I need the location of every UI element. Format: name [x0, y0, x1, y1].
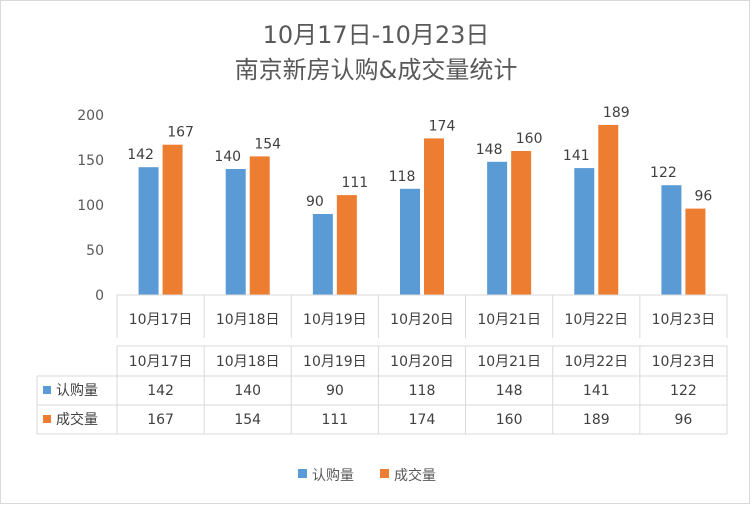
bar	[249, 156, 270, 295]
table-value-cell: 141	[583, 383, 610, 399]
data-label: 167	[167, 125, 194, 141]
table-value-cell: 160	[496, 412, 523, 428]
bar	[312, 214, 333, 295]
data-label: 141	[563, 148, 590, 164]
bar	[574, 168, 595, 295]
data-label: 142	[127, 147, 154, 163]
bar	[511, 151, 532, 295]
x-tick-label: 10月18日	[216, 312, 280, 328]
x-tick-label: 10月19日	[303, 312, 367, 328]
bar	[225, 169, 246, 295]
legend-swatch	[380, 469, 389, 478]
y-tick-label: 200	[77, 108, 104, 124]
table-series-swatch	[43, 386, 51, 394]
x-tick-label: 10月20日	[390, 312, 454, 328]
bar	[424, 138, 444, 295]
x-tick-label: 10月21日	[477, 312, 541, 328]
chart-subtitle: 南京新房认购&成交量统计	[235, 56, 518, 84]
bar	[661, 185, 682, 295]
legend: 认购量 成交量	[298, 467, 436, 484]
x-axis: 10月17日 10月18日 10月19日 10月20日 10月21日 10月22日 10月2…	[116, 294, 728, 338]
x-tick-label: 10月23日	[652, 312, 716, 328]
data-label: 90	[306, 194, 324, 210]
table-value-cell: 118	[409, 383, 436, 399]
y-tick-label: 0	[95, 288, 104, 304]
table-value-cell: 142	[147, 383, 174, 399]
chart-title: 10月17日-10月23日	[263, 21, 490, 49]
table-value-cell: 122	[670, 383, 697, 399]
data-label: 148	[476, 142, 503, 158]
data-label: 122	[650, 165, 677, 181]
table-series-name: 认购量	[56, 383, 98, 399]
data-label: 189	[603, 105, 630, 121]
table-value-cell: 167	[147, 412, 174, 428]
table-header-cell: 10月19日	[303, 354, 367, 370]
table-header-cell: 10月23日	[652, 354, 716, 370]
legend-swatch	[298, 469, 307, 478]
table-series-name: 成交量	[56, 411, 98, 428]
y-axis: 0 50 100 150 200	[77, 108, 104, 304]
legend-label: 认购量	[312, 468, 354, 484]
data-label: 96	[695, 189, 713, 205]
table-value-cell: 140	[234, 383, 261, 399]
y-tick-label: 150	[77, 153, 104, 169]
table-value-cell: 111	[321, 412, 348, 428]
bar	[685, 208, 706, 295]
table-value-cell: 96	[675, 412, 693, 428]
bar	[400, 188, 420, 295]
data-label: 118	[389, 169, 416, 185]
table-header-cell: 10月20日	[390, 354, 454, 370]
bars: 142 167 140 154 90 111 118 174 148 160 141 189 122 96	[127, 105, 713, 296]
bar	[336, 195, 357, 295]
data-label: 111	[341, 175, 368, 191]
data-label: 174	[429, 118, 456, 134]
bar	[598, 124, 619, 296]
table-series-swatch	[43, 415, 51, 423]
bar	[138, 167, 159, 295]
table-value-cell: 90	[326, 383, 344, 399]
table-value-cell: 189	[583, 412, 610, 428]
data-label: 140	[214, 149, 241, 165]
legend-label: 成交量	[394, 467, 436, 484]
table-header-cell: 10月21日	[477, 354, 541, 370]
data-label: 154	[254, 136, 281, 152]
table-value-cell: 148	[496, 383, 523, 399]
table-header-cell: 10月22日	[564, 354, 628, 370]
table-value-cell: 174	[409, 412, 436, 428]
data-table: 10月17日 10月18日 10月19日 10月20日 10月21日 10月22日 10月2…	[36, 345, 728, 435]
x-tick-label: 10月17日	[129, 312, 193, 328]
data-label: 160	[516, 131, 543, 147]
table-value-cell: 154	[234, 412, 261, 428]
y-tick-label: 50	[86, 243, 104, 259]
table-header-cell: 10月18日	[216, 354, 280, 370]
bar	[487, 161, 508, 295]
bar	[162, 144, 183, 295]
table-header-cell: 10月17日	[129, 354, 193, 370]
y-tick-label: 100	[77, 198, 104, 214]
x-tick-label: 10月22日	[564, 312, 628, 328]
